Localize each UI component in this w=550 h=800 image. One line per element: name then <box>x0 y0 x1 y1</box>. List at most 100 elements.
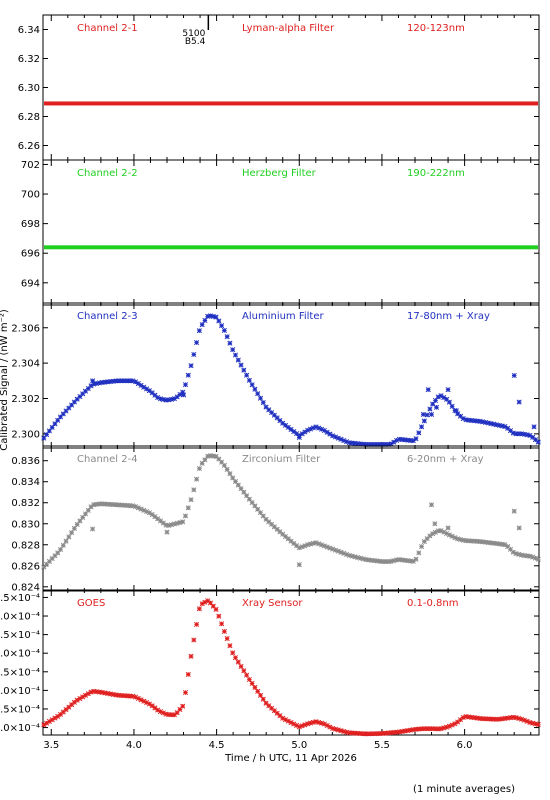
data-point <box>244 372 250 378</box>
data-point <box>182 382 189 388</box>
data-point <box>369 557 375 563</box>
data-point <box>263 700 269 706</box>
data-point <box>132 504 139 510</box>
data-point <box>191 637 197 643</box>
y-tick-label: 5.5×10⁻⁴ <box>0 630 40 641</box>
data-point <box>180 389 186 395</box>
data-point <box>532 721 539 727</box>
data-point <box>149 703 155 709</box>
data-point <box>319 720 325 726</box>
data-point <box>496 541 502 547</box>
data-point <box>107 501 114 507</box>
data-point <box>219 323 225 329</box>
data-point <box>163 711 169 717</box>
data-point <box>244 672 250 678</box>
data-point <box>510 549 516 555</box>
data-point <box>321 543 327 549</box>
data-point <box>49 424 55 430</box>
data-point <box>355 730 361 736</box>
data-point <box>438 726 444 732</box>
data-point <box>194 476 200 482</box>
data-point <box>63 408 69 414</box>
data-point <box>313 540 319 546</box>
data-point <box>305 542 311 548</box>
data-point <box>380 730 386 736</box>
data-point <box>485 420 491 426</box>
x-tick-label: 4.5 <box>209 740 225 751</box>
y-tick-label: 2.302 <box>11 394 40 405</box>
channel-label: Channel 2-4 <box>77 454 138 465</box>
y-tick-label: 3.5×10⁻⁴ <box>0 704 40 715</box>
panel-frame <box>42 302 540 449</box>
data-point <box>116 502 122 508</box>
data-point <box>396 557 402 563</box>
data-point <box>44 431 50 438</box>
data-point <box>511 508 517 514</box>
data-point <box>452 721 458 727</box>
data-point <box>185 505 191 511</box>
data-point <box>252 386 258 392</box>
data-point <box>260 696 266 702</box>
data-point <box>391 558 397 564</box>
data-point <box>457 536 464 543</box>
data-point <box>141 507 147 513</box>
data-point <box>49 717 55 723</box>
data-point <box>180 703 186 709</box>
data-point <box>327 545 333 551</box>
data-point <box>88 383 94 389</box>
data-point <box>205 598 211 604</box>
data-point <box>471 715 477 721</box>
data-point <box>85 385 91 392</box>
data-point <box>480 716 486 722</box>
data-series <box>44 101 538 106</box>
data-point <box>271 708 277 714</box>
data-point <box>527 719 533 725</box>
data-point <box>171 396 177 402</box>
data-point <box>66 405 72 411</box>
data-point <box>255 688 261 694</box>
data-point <box>346 730 352 736</box>
data-point <box>513 431 519 437</box>
data-point <box>90 378 96 384</box>
data-point <box>527 432 533 438</box>
data-point <box>524 553 530 559</box>
data-point <box>77 695 83 702</box>
data-point <box>85 691 91 697</box>
data-point <box>396 729 402 735</box>
data-point <box>57 547 64 553</box>
data-point <box>424 412 430 418</box>
data-point <box>420 411 426 417</box>
band-label: 120-123nm <box>407 23 465 34</box>
data-point <box>407 437 414 443</box>
data-point <box>238 663 244 669</box>
data-point <box>207 600 214 606</box>
data-point <box>402 728 408 734</box>
data-point <box>263 404 269 410</box>
data-point <box>535 439 541 445</box>
data-point <box>341 728 347 734</box>
y-tick-label: 694 <box>21 278 40 289</box>
data-point <box>235 659 241 665</box>
y-tick-label: 698 <box>21 219 40 230</box>
data-point <box>438 393 444 399</box>
data-point <box>521 552 527 559</box>
data-point <box>530 720 536 726</box>
panel-4: 0.836 0.834 0.832 0.830 0.828 0.826 0.824 Chann… <box>11 445 541 593</box>
data-point <box>91 688 97 694</box>
data-point <box>96 380 102 386</box>
data-point <box>369 731 375 737</box>
data-point <box>310 540 316 546</box>
data-point <box>310 425 316 431</box>
data-point <box>480 419 486 425</box>
data-point <box>294 722 300 728</box>
data-point <box>391 439 397 445</box>
data-point <box>469 538 475 544</box>
data-series <box>44 245 538 250</box>
data-point <box>288 538 294 544</box>
data-point <box>324 429 330 435</box>
data-point <box>302 429 308 435</box>
data-point <box>241 668 247 674</box>
data-point <box>416 550 422 556</box>
y-tick-label: 0.828 <box>11 540 40 551</box>
data-point <box>341 437 347 444</box>
